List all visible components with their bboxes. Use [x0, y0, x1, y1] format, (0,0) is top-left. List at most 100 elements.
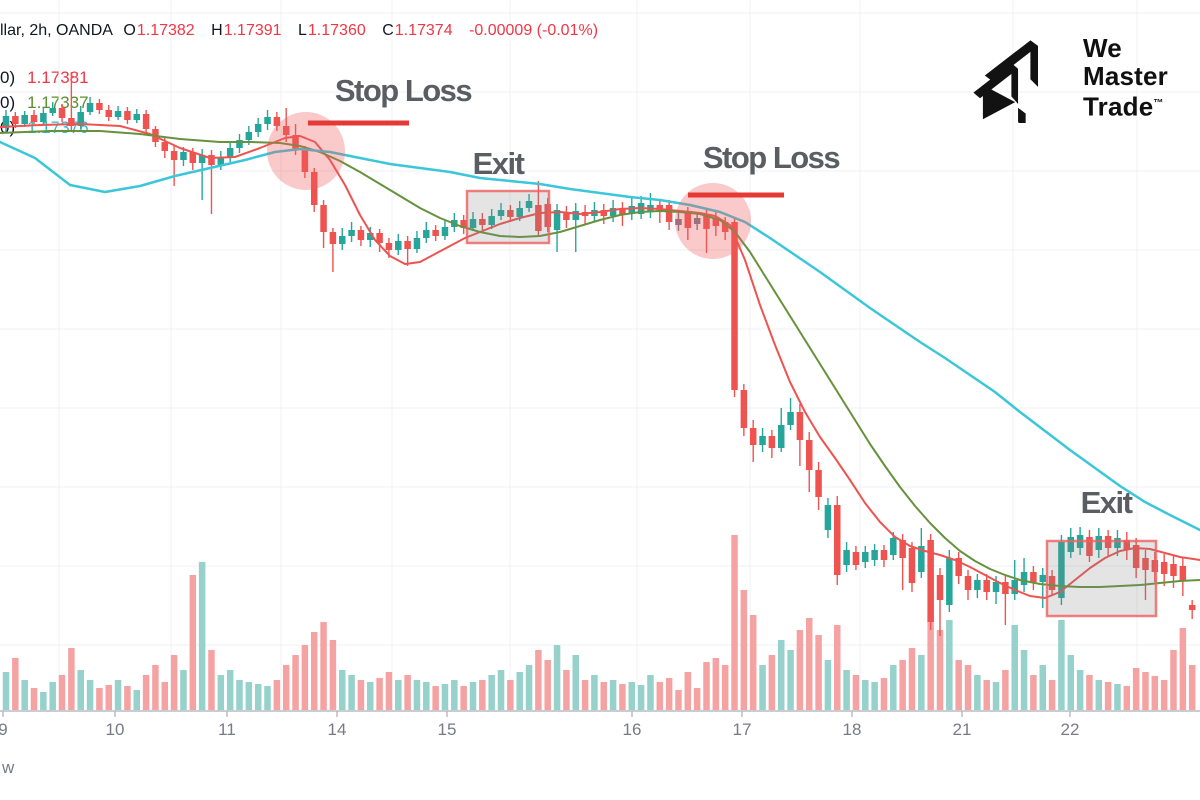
stop-loss-label-2[interactable]: Stop Loss — [703, 140, 841, 175]
exit-box-2[interactable] — [1045, 539, 1158, 618]
volume-bar — [572, 655, 579, 710]
candle-body — [777, 425, 785, 448]
candle-body — [609, 208, 617, 216]
low-label: L — [298, 22, 307, 39]
exit-label-2[interactable]: Exit — [1081, 485, 1135, 520]
volume-bar — [376, 678, 383, 710]
x-axis-label[interactable]: 18 — [843, 720, 862, 739]
ma-fast-red — [0, 123, 1200, 599]
exit-box-1[interactable] — [465, 189, 551, 245]
volume-bar — [955, 660, 962, 710]
volume-bar — [49, 682, 56, 710]
volume-bar — [236, 680, 243, 710]
candle-body — [1067, 537, 1075, 552]
candle-body — [423, 230, 430, 238]
volume-bar — [226, 670, 234, 710]
exit-label-1[interactable]: Exit — [473, 146, 527, 181]
volume-bar — [600, 682, 608, 710]
volume-bar — [628, 682, 636, 710]
volume-bar — [1179, 628, 1187, 710]
trademark-symbol: ™ — [1153, 98, 1164, 109]
volume-bar — [1048, 680, 1056, 710]
volume-bar — [404, 675, 411, 710]
x-axis-label[interactable]: 17 — [733, 720, 752, 739]
volume-bar — [1086, 675, 1093, 710]
volume-bar — [777, 640, 785, 710]
candle-body — [992, 582, 1000, 592]
open-label: O — [123, 22, 136, 39]
symbol-info-bar[interactable]: llar, 2h, OANDA O1.17382 H1.17391 L1.173… — [0, 22, 604, 40]
low-value: 1.17360 — [307, 22, 366, 39]
volume-bar — [824, 660, 832, 710]
candle-body — [133, 114, 141, 120]
candle-body — [367, 233, 374, 240]
indicator-row-2[interactable]: 0) 1.17337 — [0, 93, 89, 118]
candle-body — [684, 213, 692, 228]
indicator-row-1[interactable]: 0) 1.17381 — [0, 68, 89, 93]
volume-bar — [432, 686, 439, 710]
volume-bar — [413, 680, 421, 710]
candle-body — [497, 210, 505, 216]
candle-body — [815, 470, 822, 497]
candle-body — [320, 205, 327, 232]
candle-body — [254, 124, 262, 132]
volume-bar — [68, 648, 75, 710]
candle-body — [236, 140, 243, 148]
volume-bar — [254, 684, 262, 710]
candle-body — [563, 212, 570, 220]
stop-loss-highlight-1[interactable] — [267, 112, 345, 190]
candle-body — [665, 205, 673, 222]
logo-line-3: Trade™ — [1082, 91, 1164, 122]
candle-body — [824, 505, 832, 530]
volume-bar — [936, 630, 944, 710]
candle-body — [974, 580, 981, 590]
volume-bar — [2, 672, 10, 710]
volume-bar — [918, 655, 925, 710]
high-value: 1.17391 — [223, 22, 282, 39]
x-axis-label[interactable]: 22 — [1061, 720, 1080, 739]
candle-body — [432, 230, 439, 236]
x-axis-label[interactable]: 11 — [218, 720, 236, 739]
candle-body — [77, 112, 84, 126]
volume-bar — [908, 648, 916, 710]
candle-body — [871, 550, 878, 560]
logo-line-2: Master — [1082, 61, 1168, 91]
volume-bar — [320, 622, 327, 710]
x-axis-label[interactable]: 15 — [438, 720, 457, 739]
stop-loss-highlight-2[interactable] — [675, 183, 751, 259]
volume-bar — [301, 645, 309, 710]
volume-bar — [12, 658, 19, 710]
x-axis-label[interactable]: 9 — [0, 720, 8, 739]
x-axis-label[interactable]: 10 — [106, 720, 125, 739]
volume-bar — [264, 686, 271, 710]
volume-bar — [273, 680, 281, 710]
candle-body — [834, 505, 841, 575]
candle-body — [329, 232, 337, 244]
candle-body — [30, 115, 38, 122]
volume-bar — [310, 632, 318, 710]
stop-loss-label-1[interactable]: Stop Loss — [335, 73, 473, 108]
candle-body — [525, 201, 533, 208]
volume-bar — [871, 682, 878, 710]
volume-bar — [124, 686, 131, 710]
volume-bar — [983, 680, 990, 710]
candle-body — [1030, 572, 1037, 582]
volume-bar — [656, 682, 664, 710]
candle-body — [703, 214, 710, 229]
volume-bar — [21, 680, 28, 710]
volume-bar — [815, 635, 822, 710]
volume-bar — [609, 680, 617, 710]
volume-bar — [619, 684, 626, 710]
candle-body — [749, 428, 757, 445]
candle-body — [2, 116, 10, 128]
x-axis-label[interactable]: 16 — [623, 720, 642, 739]
volume-bar — [1132, 668, 1140, 710]
volume-bar — [675, 690, 682, 710]
x-axis-label[interactable]: 14 — [328, 720, 347, 739]
x-axis-label[interactable]: 21 — [953, 720, 972, 739]
volume-bar — [890, 665, 897, 710]
volume-bar — [525, 665, 533, 710]
candle-body — [675, 219, 682, 225]
